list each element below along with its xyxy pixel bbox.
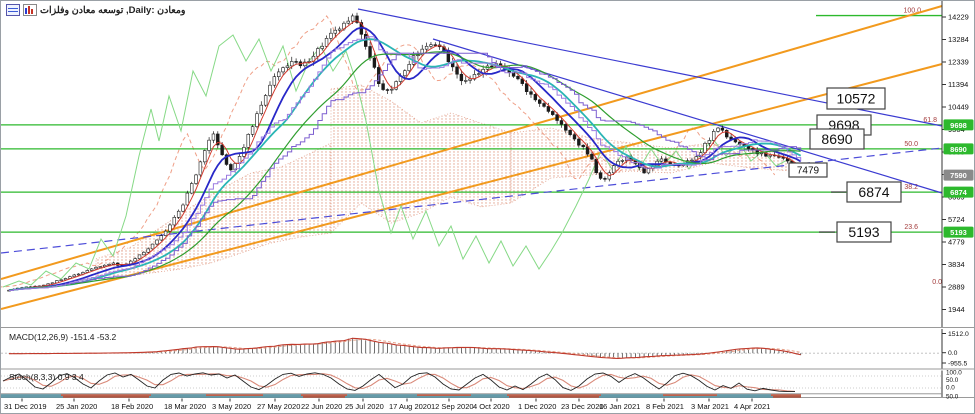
date-tick-label: 12 Sep 2020 <box>431 402 474 411</box>
price-tick-label: 11394 <box>948 80 968 89</box>
date-tick-label: 18 Mar 2020 <box>164 402 206 411</box>
price-label-box <box>809 128 865 150</box>
price-label-box <box>826 87 886 110</box>
macd-name: MACD(12,26,9) <box>9 332 69 342</box>
fib-percent-label: 23.6 <box>904 224 918 231</box>
stoch-k-line <box>2 372 796 393</box>
fib-axis-tag <box>943 226 974 238</box>
svg-text:9698: 9698 <box>950 121 967 130</box>
stoch-scale-label: 50.0 <box>946 394 959 401</box>
fib-levels: 100.0 61.8 50.0 38.2 23.6 0.0 <box>1 8 942 286</box>
chart-titlebar: توسعه معادن وفلزات ,Daily: ومعادن <box>6 4 186 16</box>
macd-values: -151.4 -53.2 <box>70 332 117 342</box>
date-tick-label: 8 Feb 2021 <box>646 402 684 411</box>
macd-scale-label: 0.0 <box>948 350 958 357</box>
price-label-box <box>788 162 828 178</box>
date-tick-label: 18 Feb 2020 <box>111 402 153 411</box>
svg-text:8690: 8690 <box>950 145 967 154</box>
stoch-values: 0.9 3.4 <box>57 372 84 382</box>
orange-channel-upper <box>1 5 943 280</box>
stoch-scale-label: 0.0 <box>946 385 955 392</box>
price-axis[interactable]: 1422913284123391139410449950485597614666… <box>941 1 974 398</box>
price-tick-label: 12339 <box>948 58 969 67</box>
date-tick-label: 27 May 2020 <box>257 402 300 411</box>
current-price-tag <box>943 169 974 181</box>
price-tick-label: 13284 <box>948 35 969 44</box>
price-tick-label: 14229 <box>948 13 969 22</box>
fib-percent-label: 0.0 <box>932 279 942 286</box>
orange-channel-lower <box>1 63 943 310</box>
fib-axis-tag <box>943 119 974 131</box>
moving-averages <box>8 20 802 292</box>
main-chart-area <box>1 15 776 288</box>
svg-text:8690: 8690 <box>821 131 852 147</box>
macd-histogram <box>8 337 802 360</box>
bar-chart-icon[interactable] <box>23 4 37 16</box>
macd-indicator-label: MACD(12,26,9) -151.4 -53.2 <box>9 332 116 342</box>
macd-scale-label: -955.5 <box>948 361 967 368</box>
svg-text:6874: 6874 <box>950 188 968 197</box>
fib-axis-tag <box>943 186 974 198</box>
fib-percent-label: 38.2 <box>904 184 918 191</box>
date-tick-label: 3 Mar 2021 <box>691 402 729 411</box>
price-label-box <box>836 221 892 243</box>
chikou-line <box>1 15 776 288</box>
blue-dashed-ascending <box>1 147 943 254</box>
date-tick-label: 25 Jul 2020 <box>345 402 384 411</box>
fib-axis-tag <box>943 143 974 155</box>
date-tick-label: 16 Jan 2021 <box>599 402 640 411</box>
step-line <box>9 52 802 291</box>
svg-text:6874: 6874 <box>858 184 889 200</box>
date-tick-label: 3 May 2020 <box>212 402 251 411</box>
stoch-name: Stoch(8,3,3) <box>9 372 56 382</box>
stoch-scale-label: 100.0 <box>946 370 962 377</box>
macd-main-line <box>8 337 801 360</box>
svg-text:10572: 10572 <box>837 91 876 107</box>
macd-panel[interactable]: 1512.0 0.0 -955.5 <box>1 331 969 368</box>
candles <box>7 12 803 292</box>
price-tick-label: 3834 <box>948 260 965 269</box>
svg-text:5193: 5193 <box>848 224 879 240</box>
step-line <box>9 36 802 291</box>
stoch-indicator-label: Stoch(8,3,3) 0.9 3.4 <box>9 372 84 382</box>
price-label-box <box>846 181 902 203</box>
date-tick-label: 23 Dec 2020 <box>561 402 604 411</box>
date-tick-label: 4 Oct 2020 <box>473 402 510 411</box>
stoch-panel[interactable]: 100.050.00.050.0 <box>1 370 962 401</box>
date-tick-label: 25 Jan 2020 <box>56 402 97 411</box>
fib-percent-label: 50.0 <box>904 141 918 148</box>
date-tick-label: 31 Dec 2019 <box>4 402 47 411</box>
date-tick-label: 1 Dec 2020 <box>518 402 556 411</box>
chart-title: توسعه معادن وفلزات ,Daily: ومعادن <box>40 4 186 16</box>
trend-strip <box>1 393 942 398</box>
fib-percent-label: 61.8 <box>923 117 937 124</box>
svg-text:7590: 7590 <box>950 171 967 180</box>
fib-percent-label: 100.0 <box>903 8 921 15</box>
grid-chart-icon[interactable] <box>6 4 20 16</box>
price-tick-label: 1944 <box>948 305 965 314</box>
stoch-scale-label: 50.0 <box>946 377 959 384</box>
price-tick-label: 5724 <box>948 215 965 224</box>
date-tick-label: 17 Aug 2020 <box>389 402 431 411</box>
price-tick-label: 4779 <box>948 238 965 247</box>
price-tick-label: 2889 <box>948 283 965 292</box>
date-tick-label: 4 Apr 2021 <box>734 402 770 411</box>
price-tick-label: 10449 <box>948 103 969 112</box>
svg-text:7479: 7479 <box>797 166 820 177</box>
svg-text:5193: 5193 <box>950 228 967 237</box>
date-axis[interactable]: 31 Dec 2019 25 Jan 2020 18 Feb 2020 18 Mar … <box>4 398 770 412</box>
stoch-d-line <box>2 373 796 392</box>
date-tick-label: 22 Jun 2020 <box>301 402 342 411</box>
macd-scale-label: 1512.0 <box>948 331 969 338</box>
